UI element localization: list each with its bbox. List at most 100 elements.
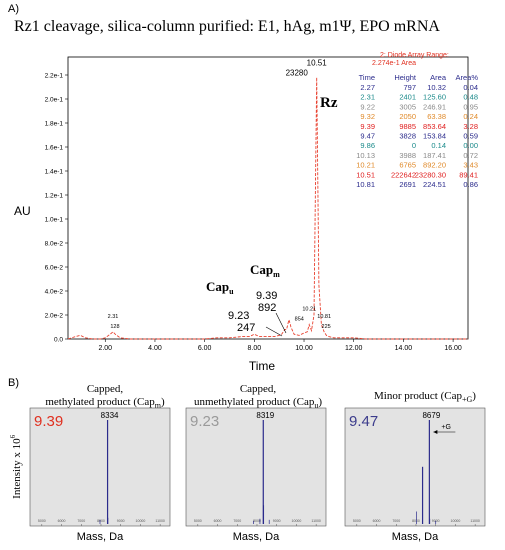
table-cell: 797 [403,83,416,92]
y-axis-label: AU [14,204,31,218]
y-tick-label: 1.4e-1 [45,169,64,176]
table-cell: 892.20 [423,161,446,170]
ms-retention-time: 9.39 [34,413,63,430]
table-cell: 3.43 [463,161,478,170]
table-cell: 2401 [399,93,416,102]
cap-u-rt: 9.23 [228,310,249,322]
ms-retention-time: 9.23 [190,413,219,430]
ms-peak-label: 8679 [422,411,440,420]
table-cell: 2691 [399,180,416,189]
table-cell: 3828 [399,132,416,141]
plus-g-arrowhead [433,430,438,434]
ms1-title: Capped, methylated product (Capm) [45,383,165,411]
y-tick-label: 1.8e-1 [45,121,64,128]
table-cell: 0.04 [463,83,478,92]
y-tick-label: 2.2e-1 [45,73,64,80]
x-tick-label: 8.00 [248,345,262,352]
ms-x-tick-label: 10000 [292,519,302,523]
y-tick-label: 6.0e-2 [45,265,64,272]
ms-spectrum-capped-methylated: 9.39 5000 6000 7000 8000 9000 10000 11000 8334 Ma… [29,407,171,543]
x-axis-label: Time [249,359,276,373]
table-cell: 0.95 [463,102,478,111]
table-cell: 10.21 [356,161,375,170]
ms-x-tick-label: 11000 [155,519,165,523]
ms-x-axis-label: Mass, Da [392,531,439,543]
ms-x-axis-label: Mass, Da [233,531,280,543]
table-cell: 2.27 [360,83,375,92]
ms-x-tick-label: 9000 [273,519,281,523]
table-header: Area [430,73,447,82]
cap-u-leader [265,326,283,337]
table-cell: 9885 [399,122,416,131]
table-cell: 0.48 [463,93,478,102]
y-tick-label: 1.0e-1 [45,217,64,224]
peak-rt-label: 2.31 [108,314,119,320]
table-cell: 2050 [399,112,416,121]
ms-x-tick-label: 11000 [311,519,321,523]
ms2-title: Capped, unmethylated product (Capu) [193,383,323,411]
table-cell: 0.14 [431,141,446,150]
table-cell: 10.32 [427,83,446,92]
x-tick-label: 6.00 [198,345,212,352]
cap-u-height: 247 [237,322,255,334]
table-cell: 222642 [391,170,416,179]
cap-m-label: Capm [250,262,280,279]
ms-peak-label: 8334 [101,411,119,420]
table-cell: 63.38 [427,112,446,121]
ms-x-tick-label: 6000 [58,519,66,523]
peak-rt-label: 10.51 [307,58,328,67]
ms-x-tick-label: 8000 [97,519,105,523]
rz-label: Rz [320,95,338,111]
table-cell: 10.13 [356,151,375,160]
peak-height-label: 225 [322,324,331,330]
ms-peak-label: 8319 [256,411,274,420]
ms-spectra: 9.39 5000 6000 7000 8000 9000 10000 11000 8334 Ma… [29,407,486,543]
ms-x-tick-label: 8000 [253,519,261,523]
table-cell: 0.72 [463,151,478,160]
cap-m-height: 892 [258,302,276,314]
peak-table: Time Height Area Area% 2.27 797 10.32 0.04 2.31 2… [356,73,478,189]
cap-m-leader [275,312,287,334]
table-header: Area% [455,73,478,82]
table-cell: 2.31 [360,93,375,102]
y-tick-label: 4.0e-2 [45,289,64,296]
range-line-2: 2.274e-1 Area [372,60,416,67]
table-header: Height [394,73,417,82]
table-cell: 153.84 [423,132,446,141]
y-tick-label: 1.2e-1 [45,193,64,200]
peak-height-label: 128 [110,324,119,330]
x-tick-label: 2.00 [98,345,112,352]
table-cell: 224.51 [423,180,446,189]
ms-x-tick-label: 5000 [353,519,361,523]
y-axis: 2.2e-1 2.0e-1 1.8e-1 1.6e-1 1.4e-1 1.2e-1 1.0e… [45,73,68,344]
x-axis: 2.00 4.00 6.00 8.00 10.00 12.00 14.00 16.00 [98,339,462,352]
x-tick-label: 12.00 [345,345,363,352]
table-cell: 89.41 [459,170,478,179]
cap-u-label: Capu [206,279,234,296]
ms-x-tick-label: 6000 [214,519,222,523]
y-tick-label: 2.0e-2 [45,313,64,320]
ms3-title: Minor product (Cap+G) [374,390,476,405]
ms-x-tick-label: 6000 [373,519,381,523]
panel-a-title: Rz1 cleavage, silica-column purified: E1… [14,18,440,35]
ms-x-tick-label: 7000 [392,519,400,523]
table-cell: 853.64 [423,122,446,131]
ms-spectrum-capped-unmethylated: 9.23 5000 6000 7000 8000 9000 10000 11000 8319 Ma… [185,407,327,543]
y-tick-label: 1.6e-1 [45,145,64,152]
table-cell: 187.41 [423,151,446,160]
table-cell: 0.24 [463,112,478,121]
table-cell: 3988 [399,151,416,160]
x-tick-label: 14.00 [395,345,413,352]
table-cell: 9.86 [360,141,375,150]
chromatogram-chart: 2.2e-1 2.0e-1 1.8e-1 1.6e-1 1.4e-1 1.2e-1 1.0e… [14,52,478,373]
table-header: Time [359,73,375,82]
ms-x-tick-label: 10000 [451,519,461,523]
ms-x-tick-label: 10000 [136,519,146,523]
ms-x-axis-label: Mass, Da [77,531,124,543]
table-cell: 9.39 [360,122,375,131]
table-cell: 10.81 [356,180,375,189]
ms-plot-area [344,407,486,527]
y-tick-label: 2.0e-1 [45,97,64,104]
panel-b-letter: B) [8,377,19,389]
ms-x-tick-label: 8000 [412,519,420,523]
